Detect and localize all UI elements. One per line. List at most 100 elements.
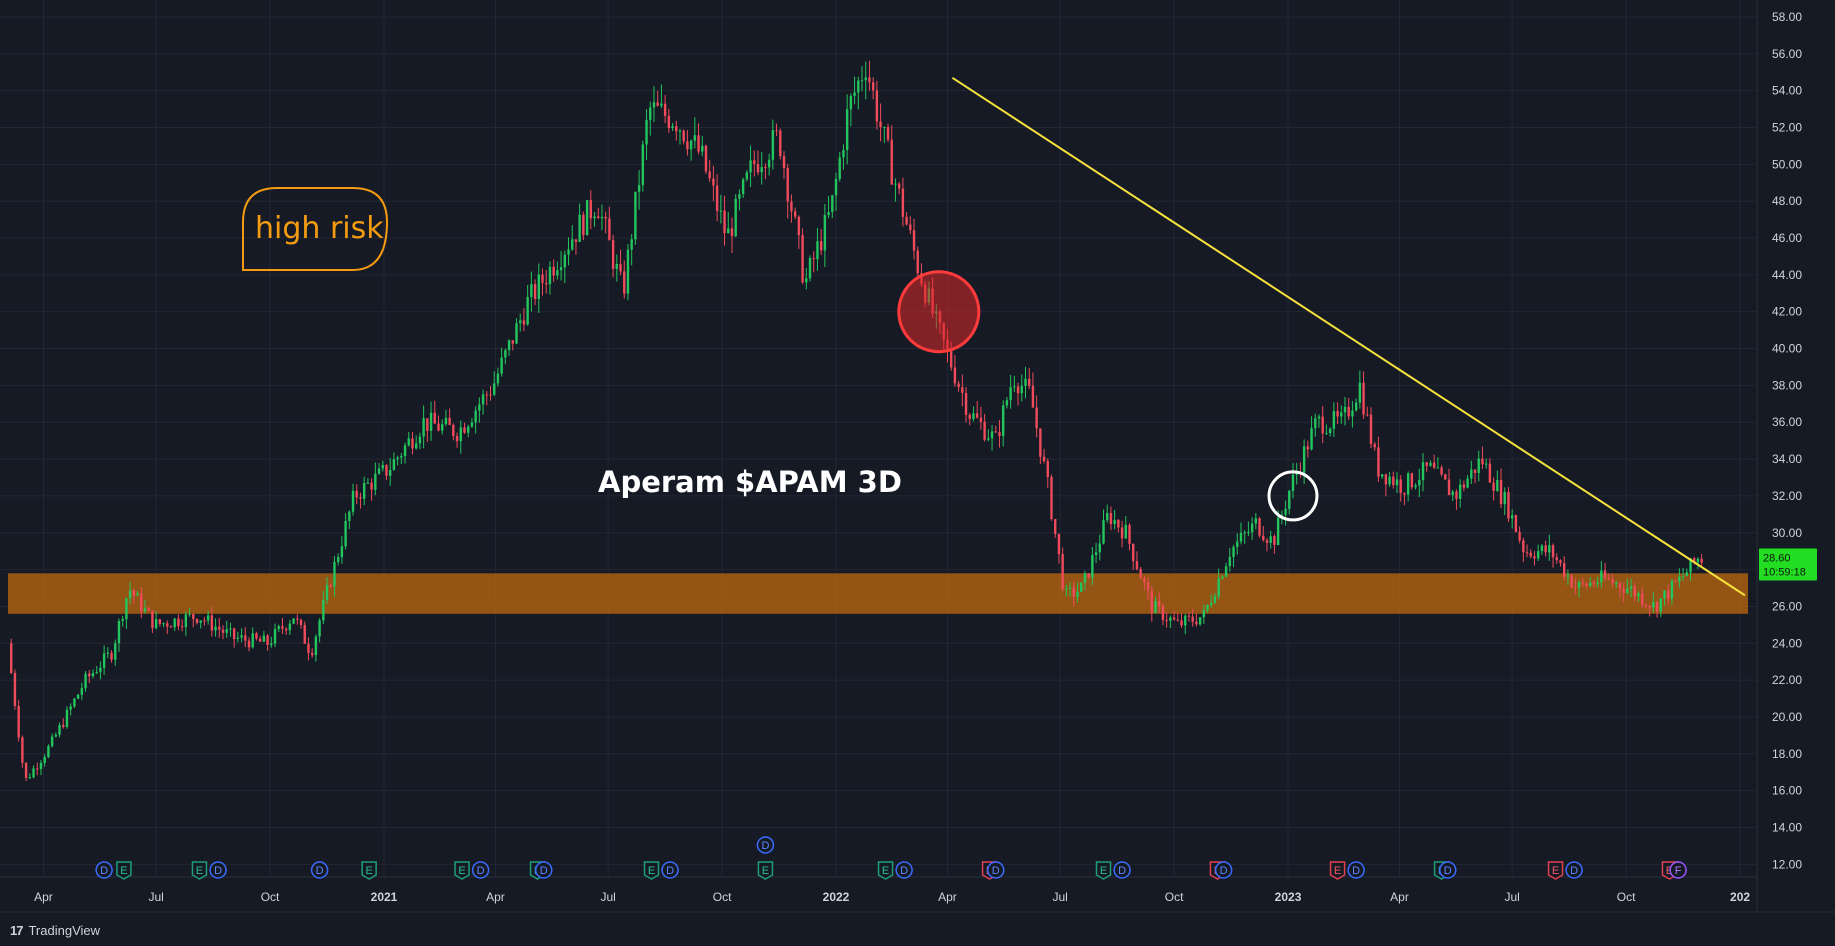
candle-body	[43, 756, 46, 763]
candle-body	[1615, 583, 1618, 585]
event-marker-earnings-positive[interactable]: E	[454, 861, 470, 880]
candle-body	[277, 626, 280, 629]
event-marker-circle	[535, 861, 553, 879]
price-tag: 28.60 10:59:18	[1759, 548, 1817, 581]
candle-body	[299, 619, 303, 626]
event-marker-dividend[interactable]: D	[209, 861, 227, 879]
event-marker-dividend[interactable]: D	[895, 861, 913, 879]
event-marker-dividend[interactable]: D	[1214, 861, 1233, 879]
event-marker-earnings-positive[interactable]: E	[757, 861, 774, 880]
candle-body	[1172, 617, 1176, 620]
event-marker-dividend[interactable]: D	[661, 861, 679, 879]
candle-body	[712, 178, 715, 186]
event-marker-dividend[interactable]: D	[535, 861, 553, 879]
event-marker-dividend[interactable]: D	[756, 836, 775, 854]
candle-body	[292, 618, 295, 624]
candle-body	[1663, 590, 1666, 599]
event-marker-flag	[1329, 861, 1346, 880]
candle-body	[1035, 407, 1038, 429]
event-marker-dividend[interactable]: D	[1565, 861, 1583, 879]
candle-body	[441, 424, 444, 431]
candle-body	[1577, 582, 1581, 588]
candle-body	[370, 482, 373, 490]
event-marker-earnings-positive[interactable]: E	[643, 861, 660, 880]
event-marker-earnings-positive[interactable]: E	[361, 861, 377, 880]
candle-body	[106, 652, 110, 654]
time-axis[interactable]: Apr Jul Oct 2021 Apr Jul Oct 2022 Apr Jul Oct 2023 A…	[34, 890, 1750, 904]
candle-body	[340, 546, 344, 558]
candle-body	[1644, 604, 1648, 607]
tradingview-brand[interactable]: 17 TradingView	[10, 923, 100, 938]
event-marker-dividend[interactable]: D	[1439, 861, 1457, 879]
candle-body	[84, 673, 87, 689]
candle-body	[552, 266, 555, 276]
event-marker-earnings-negative[interactable]: E	[1547, 861, 1564, 880]
candle-body	[537, 274, 540, 299]
candle-body	[634, 191, 637, 240]
candle-body	[1369, 414, 1373, 445]
event-marker-earnings-negative[interactable]: E	[1329, 861, 1346, 880]
candle-body	[236, 637, 240, 639]
candle-body	[909, 224, 912, 231]
candle-body	[1455, 491, 1458, 499]
candle-body	[1005, 400, 1009, 406]
event-marker-earnings-positive[interactable]: E	[191, 861, 208, 880]
candle-body	[218, 626, 221, 630]
candle-body	[500, 357, 503, 374]
event-marker-letter: E	[762, 865, 769, 877]
candle-body	[50, 736, 54, 747]
candle-body	[467, 426, 470, 433]
candle-body	[1158, 601, 1161, 606]
event-marker-letter: E	[196, 865, 203, 877]
trendline[interactable]	[951, 76, 1746, 597]
event-marker-letter: E	[120, 865, 127, 877]
candle-body	[392, 459, 396, 470]
event-marker-circle	[1113, 861, 1131, 879]
event-marker-earnings-positive[interactable]: E	[1095, 861, 1112, 880]
event-marker-other[interactable]: F	[1669, 861, 1687, 879]
candle-body	[203, 620, 206, 622]
candle-body	[645, 119, 648, 145]
event-marker-dividend[interactable]: D	[310, 861, 329, 879]
event-marker-earnings-positive[interactable]: E	[116, 861, 132, 880]
event-marker-dividend[interactable]: D	[1113, 861, 1131, 879]
event-marker-circle	[1669, 861, 1687, 879]
event-marker-dividend[interactable]: D	[987, 861, 1005, 879]
candle-body	[1250, 523, 1254, 533]
candle-body	[957, 383, 960, 388]
candle-body	[1377, 447, 1380, 477]
candle-body	[1139, 569, 1142, 579]
candle-body	[366, 482, 370, 484]
candle-body	[1603, 570, 1607, 579]
candle-body	[1076, 591, 1079, 597]
time-axis-tick-label: Apr	[938, 890, 957, 904]
candle-body	[400, 456, 403, 458]
event-marker-dividend[interactable]: D	[1347, 861, 1365, 879]
event-marker-earnings-positive[interactable]: E	[877, 861, 894, 880]
event-marker-dividend[interactable]: D	[471, 861, 490, 879]
candle-body	[162, 623, 165, 625]
candle-body	[91, 672, 95, 677]
candle-body	[678, 130, 682, 132]
candle-body	[786, 168, 789, 202]
event-marker-dividend[interactable]: D	[95, 861, 113, 879]
candle-body	[411, 438, 414, 449]
candle-body	[1028, 378, 1031, 386]
candle-body	[760, 167, 763, 173]
candle-body	[437, 423, 440, 431]
price-axis-tick-label: 44.00	[1772, 268, 1802, 282]
candle-body	[1120, 527, 1124, 539]
candle-body	[656, 102, 659, 106]
candle-body	[184, 614, 188, 628]
event-marker-flag	[454, 861, 470, 880]
candle-body	[857, 80, 860, 93]
event-marker-flag	[877, 861, 894, 880]
candle-body	[578, 214, 581, 242]
candle-body	[169, 626, 173, 628]
time-axis-tick-label: Oct	[713, 890, 732, 904]
event-marker-letter: E	[1552, 865, 1559, 877]
candle-body	[448, 417, 451, 425]
candle-body	[1317, 416, 1321, 419]
candle-body	[1626, 588, 1629, 593]
